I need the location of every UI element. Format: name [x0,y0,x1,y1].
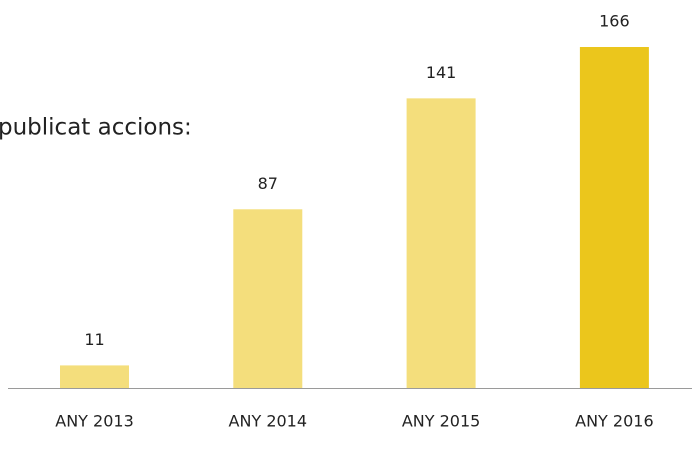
x-tick-label: ANY 2015 [402,412,481,431]
value-label: 141 [426,63,457,82]
value-label: 11 [84,330,104,349]
x-tick-label: ANY 2013 [55,412,134,431]
bar [579,47,649,388]
chart-title: publicat accions: [0,115,192,141]
value-label: 87 [258,174,278,193]
value-label: 166 [599,12,630,31]
bar [406,98,476,389]
bar [60,365,129,388]
x-tick-label: ANY 2014 [229,412,308,431]
x-tick-label: ANY 2016 [575,412,654,431]
bar [233,209,303,388]
